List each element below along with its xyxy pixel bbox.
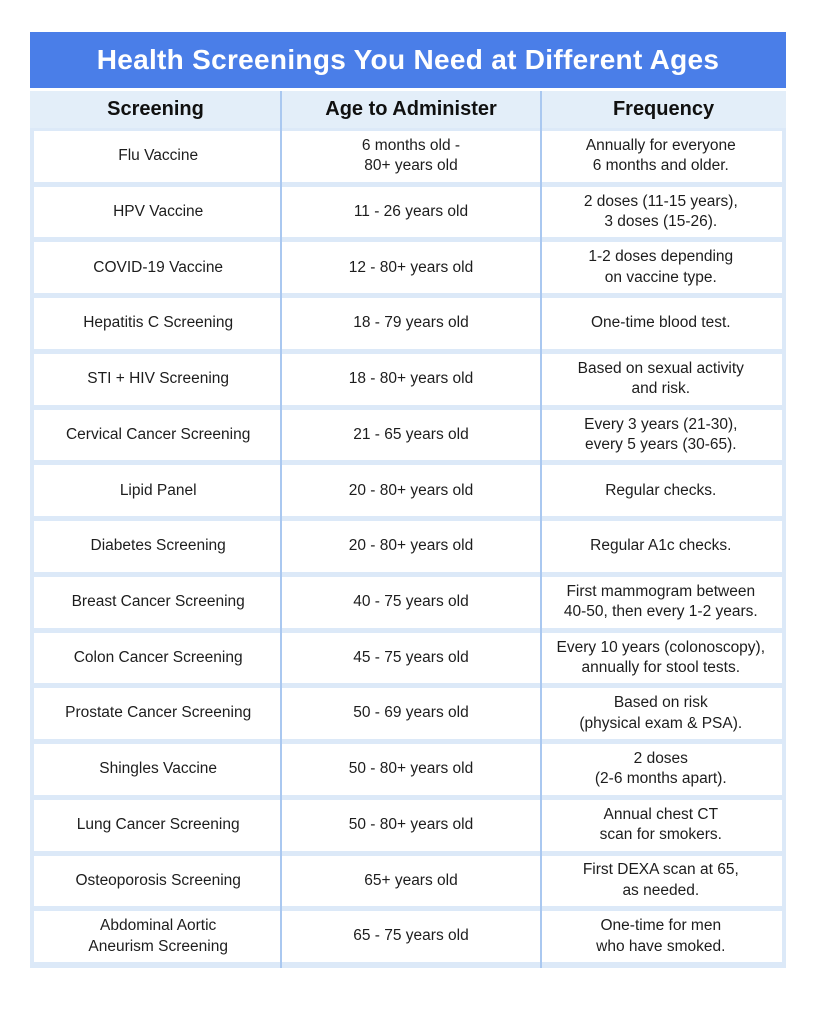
frequency-cell: Regular checks. — [605, 481, 717, 499]
table-row: Diabetes Screening 20 - 80+ years old Re… — [34, 521, 782, 572]
frequency-cell: Regular A1c checks. — [590, 537, 732, 555]
header-age: Age to Administer — [325, 98, 497, 120]
table-row: Abdominal Aortic Aneurism Screening 65 -… — [34, 911, 782, 963]
table-row: STI + HIV Screening 18 - 80+ years old B… — [34, 353, 782, 405]
frequency-cell: First mammogram between 40-50, then ever… — [563, 582, 758, 621]
frequency-cell: Annual chest CT scan for smokers. — [599, 805, 722, 844]
age-cell: 18 - 79 years old — [353, 314, 469, 332]
frequency-cell: One-time for men who have smoked. — [596, 917, 726, 955]
screening-cell: Diabetes Screening — [90, 537, 226, 555]
table-row: Hepatitis C Screening 18 - 79 years old … — [34, 298, 782, 349]
screening-cell: STI + HIV Screening — [87, 370, 230, 388]
screening-cell: Flu Vaccine — [118, 147, 199, 165]
screening-cell: Prostate Cancer Screening — [65, 704, 252, 722]
table-body: Flu Vaccine 6 months old - 80+ years old… — [30, 128, 786, 968]
age-cell: 50 - 80+ years old — [348, 815, 474, 833]
screening-cell: Shingles Vaccine — [99, 760, 218, 778]
table-row: Flu Vaccine 6 months old - 80+ years old… — [34, 131, 782, 182]
frequency-cell: Every 3 years (21-30), every 5 years (30… — [584, 415, 738, 454]
frequency-cell: Annually for everyone 6 months and older… — [585, 136, 736, 175]
screening-cell: COVID-19 Vaccine — [93, 258, 224, 276]
title-banner: Health Screenings You Need at Different … — [30, 32, 786, 88]
screening-cell: Cervical Cancer Screening — [65, 425, 251, 443]
screening-cell: Colon Cancer Screening — [73, 648, 243, 666]
table-row: Lipid Panel 20 - 80+ years old Regular c… — [34, 465, 782, 517]
age-cell: 65 - 75 years old — [353, 927, 469, 945]
page-title: Health Screenings You Need at Different … — [96, 44, 720, 75]
frequency-cell: One-time blood test. — [591, 314, 731, 332]
header-screening: Screening — [107, 98, 204, 120]
table-row: Breast Cancer Screening 40 - 75 years ol… — [34, 576, 782, 628]
frequency-cell: Based on sexual activity and risk. — [577, 359, 744, 398]
screening-cell: HPV Vaccine — [113, 202, 204, 220]
frequency-cell: 2 doses (11-15 years), 3 doses (15-26). — [583, 192, 738, 231]
column-divider — [280, 91, 282, 968]
age-cell: 18 - 80+ years old — [348, 370, 474, 388]
table-row: Prostate Cancer Screening 50 - 69 years … — [34, 688, 782, 740]
table-row: Colon Cancer Screening 45 - 75 years old… — [34, 632, 782, 684]
screening-cell: Osteoporosis Screening — [75, 871, 241, 889]
frequency-cell: Every 10 years (colonoscopy), annually f… — [556, 638, 766, 676]
table-row: COVID-19 Vaccine 12 - 80+ years old 1-2 … — [34, 242, 782, 294]
frequency-cell: 1-2 doses depending on vaccine type. — [588, 248, 734, 286]
frequency-cell: 2 doses (2-6 months apart). — [594, 749, 727, 788]
age-cell: 11 - 26 years old — [353, 202, 469, 220]
age-cell: 50 - 69 years old — [353, 704, 469, 722]
screenings-table: Screening Age to Administer Frequency Fl… — [30, 91, 786, 968]
age-cell: 20 - 80+ years old — [348, 537, 474, 555]
age-cell: 65+ years old — [364, 871, 458, 889]
age-cell: 6 months old - 80+ years old — [361, 136, 461, 175]
screening-cell: Lipid Panel — [119, 481, 197, 499]
screening-cell: Hepatitis C Screening — [83, 314, 234, 332]
age-cell: 21 - 65 years old — [353, 425, 469, 443]
table-row: Cervical Cancer Screening 21 - 65 years … — [34, 409, 782, 461]
frequency-cell: Based on risk (physical exam & PSA). — [579, 694, 743, 732]
table-header-row: Screening Age to Administer Frequency — [30, 91, 786, 128]
frequency-cell: First DEXA scan at 65, as needed. — [582, 861, 739, 899]
column-divider — [540, 91, 542, 968]
age-cell: 45 - 75 years old — [353, 648, 469, 666]
table-row: Lung Cancer Screening 50 - 80+ years old… — [34, 799, 782, 851]
table-row: Osteoporosis Screening 65+ years old Fir… — [34, 855, 782, 907]
age-cell: 50 - 80+ years old — [348, 760, 474, 778]
screening-cell: Lung Cancer Screening — [76, 815, 240, 833]
age-cell: 20 - 80+ years old — [348, 481, 474, 499]
screening-cell: Abdominal Aortic Aneurism Screening — [88, 917, 228, 955]
header-frequency: Frequency — [612, 98, 715, 120]
age-cell: 12 - 80+ years old — [348, 258, 474, 276]
age-cell: 40 - 75 years old — [353, 593, 469, 611]
table-row: Shingles Vaccine 50 - 80+ years old 2 do… — [34, 744, 782, 795]
screening-cell: Breast Cancer Screening — [71, 593, 245, 611]
table-row: HPV Vaccine 11 - 26 years old 2 doses (1… — [34, 186, 782, 238]
